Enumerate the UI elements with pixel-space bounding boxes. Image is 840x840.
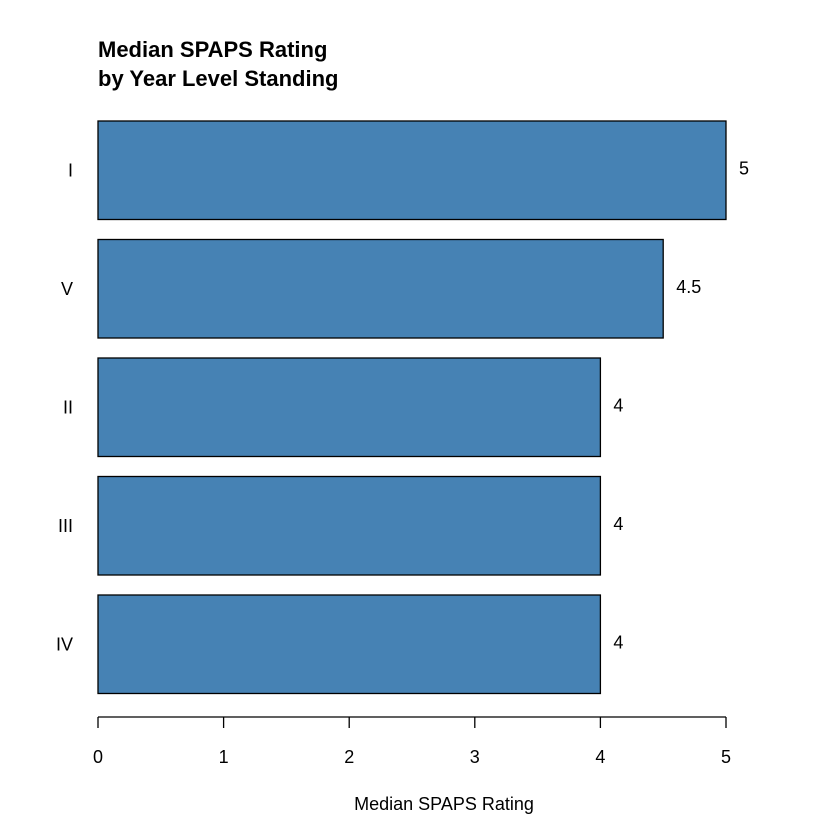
category-label-iv: IV [56,634,73,654]
x-tick-label-5: 5 [721,747,731,767]
x-tick-label-0: 0 [93,747,103,767]
chart-title-line-1: Median SPAPS Rating [98,37,327,62]
bar-i [97,120,727,221]
category-label-ii: II [63,397,73,417]
value-labels: 5 4.5 4 4 4 [613,158,749,652]
x-tick-label-1: 1 [219,747,229,767]
x-axis: 0 1 2 3 4 5 [93,716,731,767]
bars-group [97,120,727,695]
bar-v [97,238,664,339]
chart-title-line-2: by Year Level Standing [98,66,338,91]
x-tick-label-3: 3 [470,747,480,767]
value-label-ii: 4 [613,395,623,415]
value-label-iv: 4 [613,632,623,652]
value-label-iii: 4 [613,514,623,534]
x-axis-label: Median SPAPS Rating [354,794,534,814]
bar-ii [97,357,602,458]
category-label-v: V [61,279,73,299]
category-label-i: I [68,160,73,180]
value-label-i: 5 [739,158,749,178]
bar-iv [97,594,602,695]
category-label-iii: III [58,516,73,536]
x-tick-label-4: 4 [595,747,605,767]
value-label-v: 4.5 [676,277,701,297]
x-tick-label-2: 2 [344,747,354,767]
bar-iii [97,475,602,576]
